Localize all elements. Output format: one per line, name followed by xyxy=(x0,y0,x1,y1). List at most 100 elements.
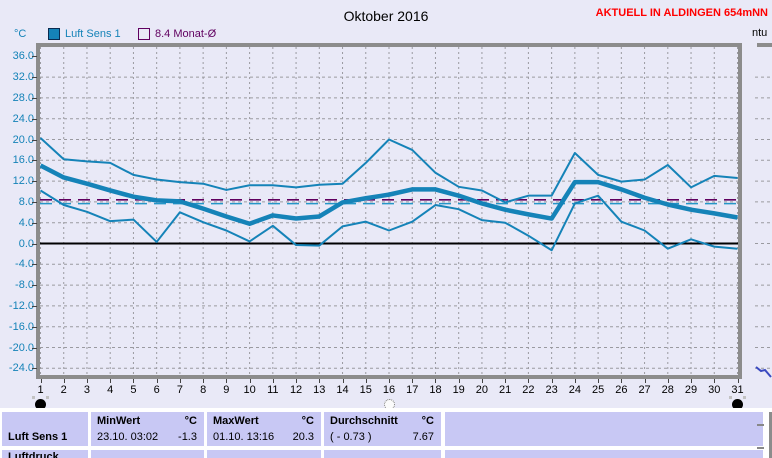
x-axis-label: 15 xyxy=(359,384,372,396)
durchschnitt-offset: ( - 0.73 ) xyxy=(330,431,372,443)
x-axis-tick xyxy=(667,379,669,383)
x-axis-tick xyxy=(412,379,414,383)
maxwert-timestamp: 01.10. 13:16 xyxy=(213,431,275,443)
x-axis-label: 21 xyxy=(499,384,512,396)
x-axis-tick xyxy=(365,379,367,383)
x-axis-label: 12 xyxy=(289,384,303,396)
sensor-name: Luft Sens 1 xyxy=(8,431,68,443)
maxwert-cell: MaxWert °C 01.10. 13:16 20.3 xyxy=(207,412,321,446)
x-axis-label: 14 xyxy=(336,384,349,396)
x-axis-label: 8 xyxy=(200,384,207,396)
x-axis-label: 10 xyxy=(243,384,256,396)
x-axis-tick xyxy=(156,379,158,383)
right-panel-table-border xyxy=(769,412,772,458)
legend-swatch-outline-icon xyxy=(138,28,150,40)
x-axis-label: 17 xyxy=(406,384,419,396)
x-axis-label: 24 xyxy=(568,384,581,396)
y-axis-label: 24.0 xyxy=(12,112,34,125)
y-axis-label: -8.0 xyxy=(15,279,34,292)
maxwert-unit: °C xyxy=(301,415,314,427)
x-axis-tick xyxy=(63,379,65,383)
durchschnitt-value: 7.67 xyxy=(412,431,434,443)
x-axis-label: 27 xyxy=(638,384,651,396)
x-axis-tick xyxy=(644,379,646,383)
minwert-value: -1.3 xyxy=(178,431,197,443)
sensor-name-cell: Luft Sens 1 xyxy=(2,412,88,446)
x-axis-label: 30 xyxy=(708,384,721,396)
y-axis-label: 0.0 xyxy=(18,237,34,250)
x-axis-tick xyxy=(737,379,739,383)
x-axis-tick xyxy=(133,379,135,383)
y-axis-label: -20.0 xyxy=(8,341,34,354)
legend-item-luft-sens-1: Luft Sens 1 xyxy=(48,28,121,40)
x-axis-label: 29 xyxy=(684,384,698,396)
x-axis-label: 7 xyxy=(176,384,183,396)
x-axis-label: 9 xyxy=(223,384,230,396)
minwert-header: MinWert xyxy=(97,415,141,427)
x-axis-tick xyxy=(86,379,88,383)
x-axis-tick xyxy=(40,379,42,383)
y-axis-label: 16.0 xyxy=(12,154,34,167)
x-axis-label: 5 xyxy=(130,384,137,396)
y-axis-label: 4.0 xyxy=(18,216,34,229)
y-axis-tick xyxy=(32,56,37,58)
x-axis-label: 11 xyxy=(267,384,279,396)
y-axis-label: 36.0 xyxy=(12,50,34,63)
x-axis-label: 1 xyxy=(37,384,44,396)
right-panel-dash xyxy=(757,447,764,449)
x-axis-label: 4 xyxy=(107,384,114,396)
y-axis-label: -16.0 xyxy=(8,320,34,333)
x-axis-tick xyxy=(574,379,576,383)
y-axis-tick xyxy=(32,243,37,245)
minwert-cell: MinWert °C 23.10. 03:02 -1.3 xyxy=(91,412,204,446)
durchschnitt-header: Durchschnitt xyxy=(330,415,398,427)
x-axis-label: 13 xyxy=(313,384,326,396)
durchschnitt-cell: Durchschnitt °C ( - 0.73 ) 7.67 xyxy=(324,412,441,446)
temperature-chart xyxy=(39,47,738,375)
x-axis-label: 19 xyxy=(452,384,465,396)
x-axis-tick xyxy=(179,379,181,383)
y-axis-tick xyxy=(32,160,37,162)
durchschnitt-unit: °C xyxy=(421,415,434,427)
x-axis-tick xyxy=(505,379,507,383)
maxwert-header: MaxWert xyxy=(213,415,259,427)
y-axis-label: 12.0 xyxy=(12,175,34,188)
chart-frame xyxy=(36,43,742,379)
y-axis-label: 28.0 xyxy=(12,91,34,104)
y-axis-label: 8.0 xyxy=(18,195,34,208)
x-axis-tick xyxy=(110,379,112,383)
x-axis-tick xyxy=(272,379,274,383)
x-axis-tick xyxy=(691,379,693,383)
y-axis-tick xyxy=(32,305,37,307)
y-axis-tick xyxy=(32,285,37,287)
y-axis-tick xyxy=(32,222,37,224)
statistics-table: Luft Sens 1 MinWert °C 23.10. 03:02 -1.3… xyxy=(0,408,772,458)
x-axis-label: 23 xyxy=(545,384,558,396)
legend-swatch-icon xyxy=(48,28,60,40)
x-axis-tick xyxy=(226,379,228,383)
x-axis-tick xyxy=(389,379,390,383)
y-axis-tick xyxy=(32,201,37,203)
y-axis-tick xyxy=(32,264,37,266)
x-axis-label: 22 xyxy=(522,384,535,396)
x-axis-tick xyxy=(296,379,298,383)
legend-item-monat-avg: 8.4 Monat-Ø xyxy=(138,28,216,40)
y-axis-tick xyxy=(32,139,37,141)
x-axis-label: 20 xyxy=(475,384,489,396)
right-panel-dash xyxy=(757,424,764,426)
y-axis-label: -24.0 xyxy=(8,362,34,375)
x-axis-label: 26 xyxy=(615,384,628,396)
x-axis-tick xyxy=(598,379,600,383)
y-axis-tick xyxy=(32,368,37,370)
x-axis-label: 31 xyxy=(731,384,744,396)
y-axis-tick xyxy=(32,97,37,99)
y-axis-tick xyxy=(32,347,37,349)
y-axis-label: 20.0 xyxy=(12,133,34,146)
x-axis-tick xyxy=(481,379,483,383)
x-axis-tick xyxy=(458,379,460,383)
y-axis-tick xyxy=(32,118,37,120)
next-row-cell xyxy=(324,450,441,458)
x-axis-tick xyxy=(714,379,716,383)
x-axis-label: 6 xyxy=(153,384,160,396)
